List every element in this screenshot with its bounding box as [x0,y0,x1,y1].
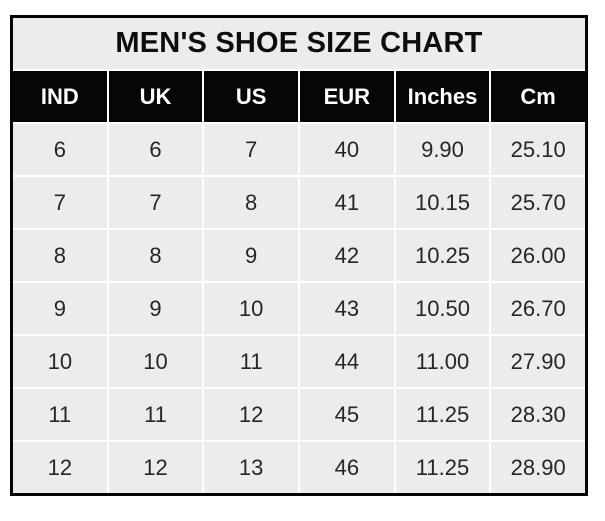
table-cell: 40 [299,124,394,175]
header-cell-ind: IND [13,71,107,122]
table-cell: 11.25 [395,389,490,440]
table-cell: 9.90 [395,124,490,175]
table-cell: 25.10 [491,124,585,175]
table-cell: 13 [204,442,298,493]
table-cell: 10 [204,283,298,334]
table-cell: 10.50 [395,283,490,334]
table-cell: 43 [299,283,394,334]
table-cell: 8 [204,177,298,228]
table-cell: 11 [204,336,298,387]
table-cell: 26.70 [491,283,585,334]
table-cell: 12 [204,389,298,440]
table-cell: 8 [13,230,107,281]
size-chart-table: MEN'S SHOE SIZE CHART IND UK US EUR Inch… [10,15,588,496]
table-cell: 10.25 [395,230,490,281]
table-cell: 7 [13,177,107,228]
table-cell: 42 [299,230,394,281]
table-cell: 6 [13,124,107,175]
table-cell: 28.30 [491,389,585,440]
table-cell: 11.25 [395,442,490,493]
table-cell: 26.00 [491,230,585,281]
table-cell: 28.90 [491,442,585,493]
table-cell: 9 [108,283,203,334]
header-cell-us: US [204,71,298,122]
table-cell: 9 [13,283,107,334]
table-cell: 7 [108,177,203,228]
table-cell: 10 [13,336,107,387]
header-cell-eur: EUR [299,71,394,122]
table-cell: 46 [299,442,394,493]
table-cell: 45 [299,389,394,440]
header-cell-cm: Cm [491,71,585,122]
table-cell: 7 [204,124,298,175]
table-cell: 11.00 [395,336,490,387]
table-cell: 12 [108,442,203,493]
table-cell: 12 [13,442,107,493]
table-cell: 11 [13,389,107,440]
table-cell: 6 [108,124,203,175]
table-cell: 25.70 [491,177,585,228]
table-cell: 8 [108,230,203,281]
table-cell: 11 [108,389,203,440]
table-cell: 44 [299,336,394,387]
table-cell: 27.90 [491,336,585,387]
table-cell: 41 [299,177,394,228]
table-cell: 10.15 [395,177,490,228]
table-title: MEN'S SHOE SIZE CHART [13,18,585,69]
table-cell: 10 [108,336,203,387]
size-chart-grid: IND UK US EUR Inches Cm 6 6 7 40 9.90 25… [13,71,585,493]
header-cell-uk: UK [108,71,203,122]
header-cell-inches: Inches [395,71,490,122]
table-cell: 9 [204,230,298,281]
